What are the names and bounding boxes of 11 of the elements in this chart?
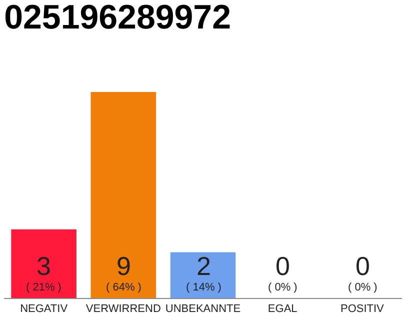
data-label: 2 ( 14% ) bbox=[186, 251, 222, 294]
data-label: 9 ( 64% ) bbox=[106, 251, 142, 294]
chart-title: 025196289972 bbox=[4, 0, 232, 37]
x-tick-label: UNBEKANNTE bbox=[165, 303, 241, 316]
x-tick-label: NEGATIV bbox=[20, 303, 68, 316]
x-tick-label: POSITIV bbox=[340, 303, 385, 316]
data-label: 0 ( 0% ) bbox=[268, 251, 298, 294]
data-label: 0 ( 0% ) bbox=[348, 251, 378, 294]
x-tick-label: VERWIRREND bbox=[86, 303, 161, 316]
x-tick-label: EGAL bbox=[268, 303, 298, 316]
data-label: 3 ( 21% ) bbox=[26, 251, 62, 294]
